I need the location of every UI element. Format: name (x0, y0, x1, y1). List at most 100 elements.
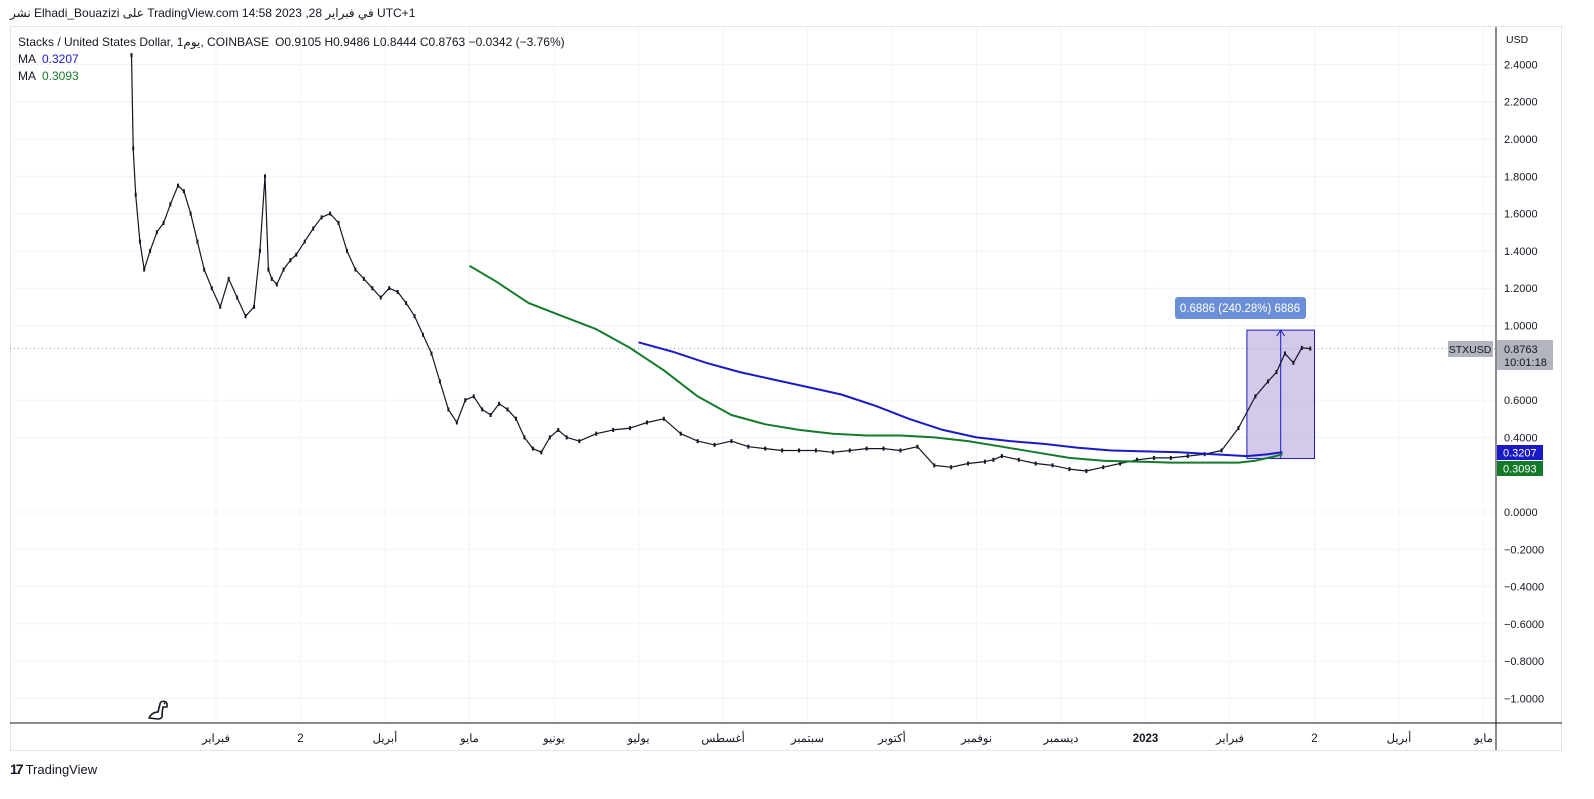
price-point (253, 304, 256, 309)
y-tick-label: 0.6000 (1504, 395, 1538, 407)
price-point (967, 461, 970, 466)
price-point (523, 435, 526, 440)
price-point (696, 439, 699, 444)
last-price-value: 0.8763 (1504, 344, 1538, 356)
y-tick-label: −1.0000 (1504, 694, 1544, 706)
dinosaur-icon[interactable] (146, 696, 172, 722)
price-point (565, 435, 568, 440)
price-point (371, 286, 374, 291)
price-point (713, 442, 716, 447)
price-point (531, 446, 534, 451)
price-point (155, 230, 158, 235)
price-point (464, 398, 467, 403)
y-tick-label: 2.4000 (1504, 59, 1538, 71)
price-point (992, 457, 995, 462)
price-point (1119, 461, 1122, 466)
price-point (1152, 455, 1155, 460)
ma-slow-line[interactable] (468, 264, 1283, 464)
price-point (848, 448, 851, 453)
price-point (196, 239, 199, 244)
price-point (405, 301, 408, 306)
price-point (1237, 426, 1240, 431)
price-point (132, 146, 135, 151)
price-point (1017, 457, 1020, 462)
y-tick-label: 1.8000 (1504, 171, 1538, 183)
price-point (865, 446, 868, 451)
price-point (548, 435, 551, 440)
price-point (329, 211, 332, 216)
price-point (455, 420, 458, 425)
measure-label: 0.6886 (240.28%) 6886 (1180, 303, 1300, 315)
tradingview-logo-icon: 17 (10, 761, 24, 777)
ma1-value: 0.3207 (42, 52, 79, 66)
price-point (396, 289, 399, 294)
price-point (1300, 345, 1303, 350)
price-point (747, 444, 750, 449)
price-point (1169, 455, 1172, 460)
price-point (267, 267, 270, 272)
x-tick-label: يوليو (626, 732, 649, 745)
ma-fast-line[interactable] (638, 341, 1283, 458)
price-point (138, 239, 141, 244)
price-point (662, 416, 665, 421)
price-point (1309, 346, 1312, 351)
y-tick-label: −0.4000 (1504, 582, 1544, 594)
last-price-tag-bg (1497, 340, 1553, 370)
ohlc-values: O0.9105 H0.9486 L0.8444 C0.8763 −0.0342 … (275, 35, 565, 49)
price-point (176, 183, 179, 188)
price-point (1102, 465, 1105, 470)
ma-tag: 0.3093 (1503, 464, 1537, 476)
price-point (645, 420, 648, 425)
publish-caption: نشر Elhadi_Bouazizi على TradingView.com … (10, 6, 416, 20)
price-point (612, 427, 615, 432)
price-point (629, 426, 632, 431)
price-point (182, 189, 185, 194)
price-point (1186, 454, 1189, 459)
price-point (983, 459, 986, 464)
ma2-value: 0.3093 (42, 69, 79, 83)
ma1-label[interactable]: MA (18, 52, 36, 66)
price-point (557, 427, 560, 432)
price-point (289, 258, 292, 263)
x-tick-label: يونيو (542, 733, 565, 745)
price-series-line[interactable] (130, 55, 1311, 472)
price-point (916, 444, 919, 449)
currency-label: USD (1506, 34, 1529, 46)
price-point (264, 174, 267, 179)
price-point (219, 304, 222, 309)
price-point (438, 379, 441, 384)
price-point (169, 202, 172, 207)
y-tick-label: 1.2000 (1504, 283, 1538, 295)
price-point (430, 351, 433, 356)
y-tick-label: −0.2000 (1504, 544, 1544, 556)
x-tick-label: 2 (297, 733, 303, 745)
y-tick-label: 2.0000 (1504, 134, 1538, 146)
price-point (950, 465, 953, 470)
y-tick-label: −0.8000 (1504, 656, 1544, 668)
price-point (679, 431, 682, 436)
price-point (472, 394, 475, 399)
price-point (1000, 454, 1003, 459)
price-point (498, 401, 501, 406)
symbol-line[interactable]: Stacks / United States Dollar, 1يوم, COI… (18, 35, 270, 49)
ma2-label[interactable]: MA (18, 69, 36, 83)
price-point (1085, 468, 1088, 473)
x-tick-label: 2 (1311, 733, 1317, 745)
price-point (899, 448, 902, 453)
price-point (203, 267, 206, 272)
price-point (162, 220, 165, 225)
price-point (258, 248, 261, 253)
x-tick-label: أبريل (373, 730, 398, 745)
x-tick-label: سبتمبر (790, 733, 824, 745)
footer-brand[interactable]: 17 TradingView (10, 761, 97, 777)
price-point (345, 248, 348, 253)
bar-countdown: 10:01:18 (1504, 357, 1547, 369)
price-point (781, 448, 784, 453)
symbol-tag: STXUSD (1449, 344, 1492, 356)
y-tick-label: 2.2000 (1504, 97, 1538, 109)
price-point (506, 407, 509, 412)
y-tick-label: −0.6000 (1504, 619, 1544, 631)
price-point (388, 286, 391, 291)
ma-tag: 0.3207 (1503, 448, 1537, 460)
